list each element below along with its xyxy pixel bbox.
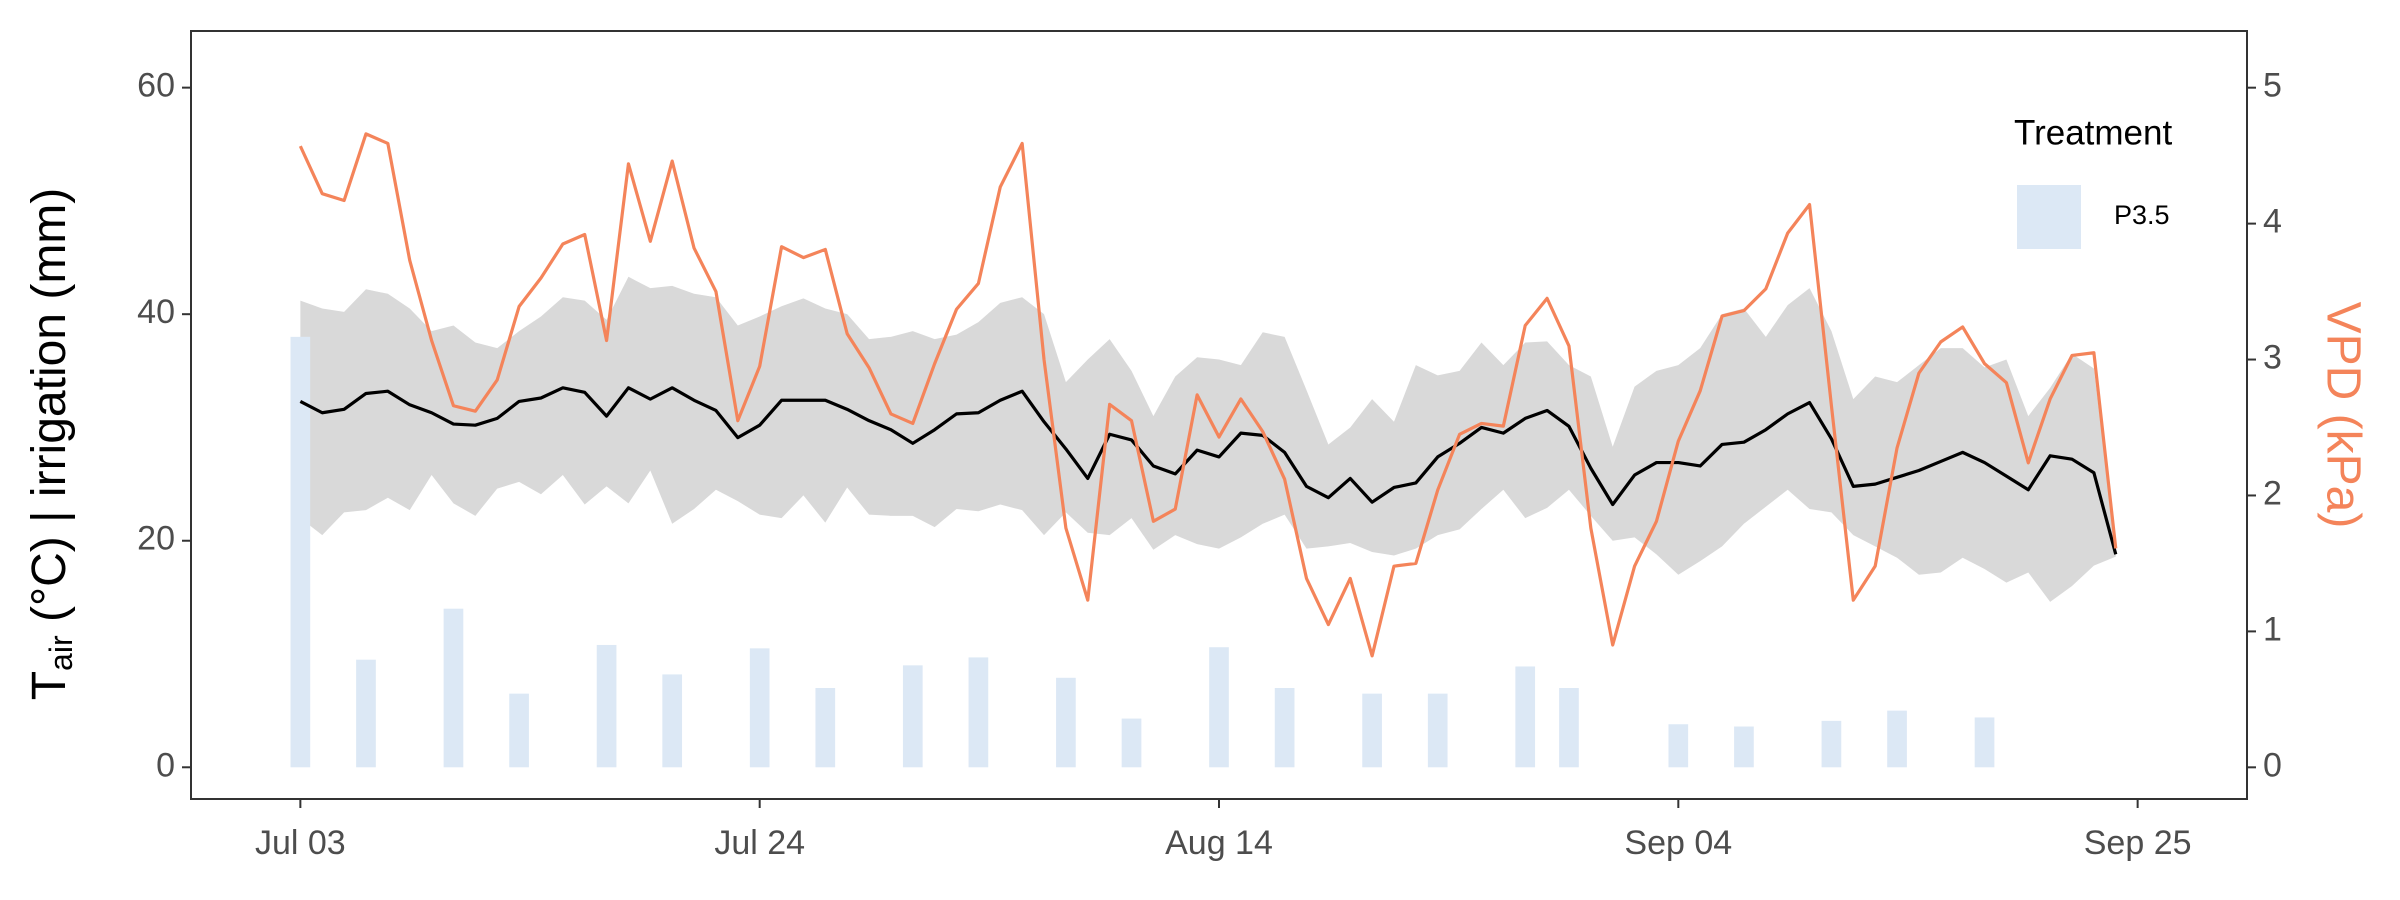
y2-tick-label: 1	[2263, 610, 2282, 648]
bar	[1974, 717, 1995, 768]
bar	[1734, 726, 1754, 768]
bar	[1274, 687, 1295, 768]
y2-axis-title: VPD (kPa)	[2316, 302, 2369, 529]
legend-title: Treatment	[2014, 113, 2172, 152]
bar	[1427, 693, 1448, 768]
bar	[1209, 647, 1229, 768]
bar	[1821, 720, 1842, 768]
y-tick-label: 60	[137, 67, 175, 105]
bar	[968, 657, 989, 768]
bar	[1559, 687, 1579, 768]
bar	[662, 674, 683, 768]
y-title-sub: air	[43, 635, 79, 671]
x-tick-label: Sep 04	[1624, 824, 1732, 862]
y-tick-label: 0	[156, 746, 175, 784]
bar	[443, 608, 464, 768]
plot-area	[290, 132, 2118, 768]
x-tick-label: Sep 25	[2084, 824, 2192, 862]
bar	[290, 336, 311, 768]
bar	[356, 659, 376, 768]
legend-label: P3.5	[2114, 200, 2170, 230]
bar	[596, 644, 617, 768]
bar	[749, 648, 770, 768]
y2-tick-label: 5	[2263, 67, 2282, 105]
bar	[509, 693, 529, 768]
range-band	[300, 276, 2116, 602]
legend-swatch	[2017, 185, 2081, 249]
y-title-rest: (°C) | irrigation (mm)	[23, 188, 76, 636]
x-tick-label: Jul 24	[714, 824, 805, 862]
y-axis-title: Tair (°C) | irrigation (mm)	[23, 188, 80, 701]
x-tick-label: Aug 14	[1165, 824, 1273, 862]
bar	[1887, 710, 1907, 768]
bar	[815, 687, 836, 768]
y2-tick-label: 3	[2263, 339, 2282, 377]
y-tick-label: 40	[137, 293, 175, 331]
bar	[902, 665, 923, 768]
bar	[1515, 666, 1536, 768]
y-tick-label: 20	[137, 520, 175, 558]
bar	[1668, 724, 1689, 768]
bar	[1362, 693, 1382, 768]
bar	[1121, 718, 1142, 768]
y2-tick-label: 4	[2263, 203, 2282, 241]
line	[299, 386, 2118, 555]
y2-tick-label: 2	[2263, 474, 2282, 512]
y-title-main: T	[23, 671, 76, 700]
bar	[1056, 677, 1076, 768]
y2-tick-label: 0	[2263, 746, 2282, 784]
line	[298, 132, 2118, 658]
x-tick-label: Jul 03	[255, 824, 346, 862]
